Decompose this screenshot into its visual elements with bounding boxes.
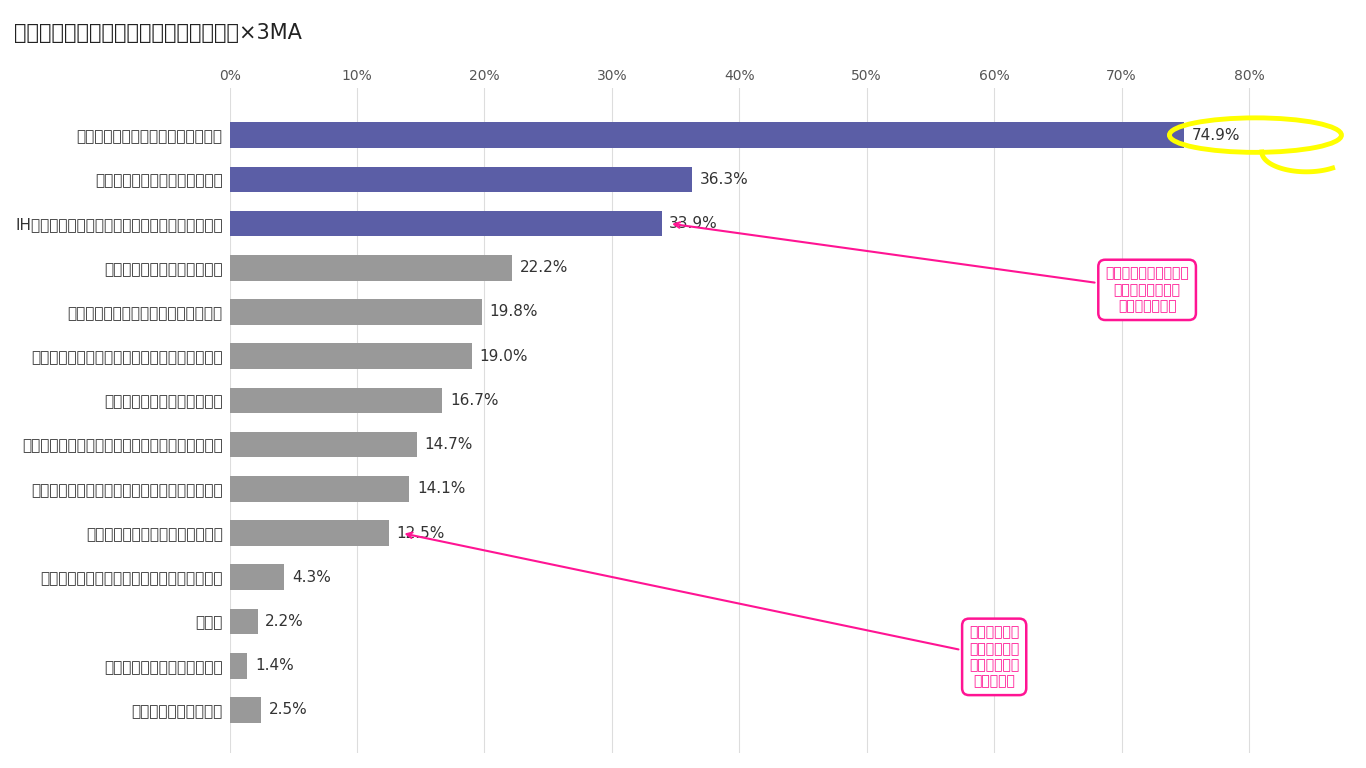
Text: 19.0%: 19.0%: [479, 349, 527, 364]
Bar: [229, 210, 661, 237]
Bar: [229, 432, 417, 458]
Text: 14.7%: 14.7%: [425, 437, 473, 452]
Text: 2.5%: 2.5%: [269, 703, 307, 717]
Bar: [229, 476, 410, 502]
Text: 情報収集や連
絡用の機器、
水回り系は緊
急度が低め: 情報収集や連 絡用の機器、 水回り系は緊 急度が低め: [407, 532, 1019, 688]
Text: 14.1%: 14.1%: [417, 482, 466, 496]
Bar: [229, 520, 389, 546]
Bar: [229, 343, 471, 369]
Bar: [229, 609, 258, 634]
Text: 19.8%: 19.8%: [489, 304, 538, 319]
Bar: [229, 122, 1184, 148]
Bar: [229, 697, 261, 723]
Text: 1.4%: 1.4%: [255, 658, 294, 674]
Bar: [229, 653, 247, 679]
Bar: [229, 564, 284, 590]
Bar: [229, 300, 482, 325]
Text: 12.5%: 12.5%: [396, 525, 445, 541]
Text: ＜自宅が停電したら困ると思うこと＞　×3MA: ＜自宅が停電したら困ると思うこと＞ ×3MA: [14, 23, 302, 43]
Text: 16.7%: 16.7%: [449, 393, 499, 408]
Text: キッチンやリビングに
ある毎日使う機器
の順位が高い！: キッチンやリビングに ある毎日使う機器 の順位が高い！: [675, 222, 1188, 313]
Text: 22.2%: 22.2%: [520, 260, 568, 275]
Text: 2.2%: 2.2%: [265, 614, 305, 629]
Bar: [229, 167, 693, 192]
Text: 36.3%: 36.3%: [699, 172, 749, 187]
Text: 33.9%: 33.9%: [669, 216, 719, 231]
Bar: [229, 255, 512, 280]
Text: 4.3%: 4.3%: [292, 570, 331, 584]
Bar: [229, 388, 443, 413]
Text: 74.9%: 74.9%: [1191, 127, 1240, 143]
